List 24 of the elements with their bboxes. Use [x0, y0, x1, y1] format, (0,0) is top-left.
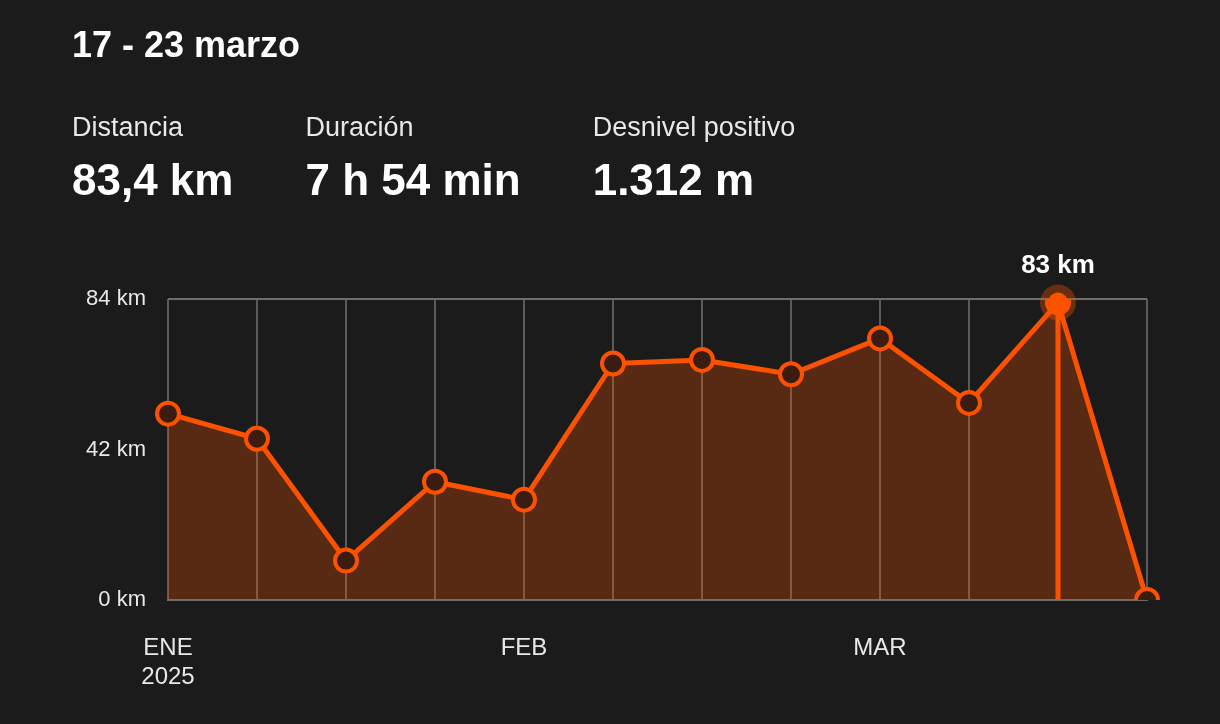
chart-title: 17 - 23 marzo	[72, 24, 301, 66]
x-tick-label: FEB	[500, 633, 548, 661]
point	[244, 425, 270, 452]
point	[778, 361, 804, 388]
y-tick-label: 0 km	[98, 586, 146, 612]
point	[689, 346, 715, 373]
text: Duración	[305, 112, 415, 143]
x-tick-label: MAR	[853, 633, 907, 661]
point	[155, 400, 181, 427]
data-label: 83 km	[1021, 248, 1095, 279]
point	[956, 389, 982, 416]
x-tick-label: ENE 2025	[141, 633, 195, 689]
point	[422, 468, 448, 495]
text: Distancia	[72, 112, 185, 143]
text: Desnivel positivo	[592, 112, 796, 143]
point	[867, 325, 893, 352]
y-tick-label: 42 km	[86, 435, 146, 461]
point	[333, 547, 359, 574]
y-tick-label: 84 km	[86, 285, 146, 311]
text: 7 h 54 min	[305, 155, 521, 205]
point	[511, 486, 537, 513]
text: 1.312 m	[592, 155, 756, 205]
text: 83,4 km	[72, 155, 234, 205]
point	[600, 350, 626, 377]
